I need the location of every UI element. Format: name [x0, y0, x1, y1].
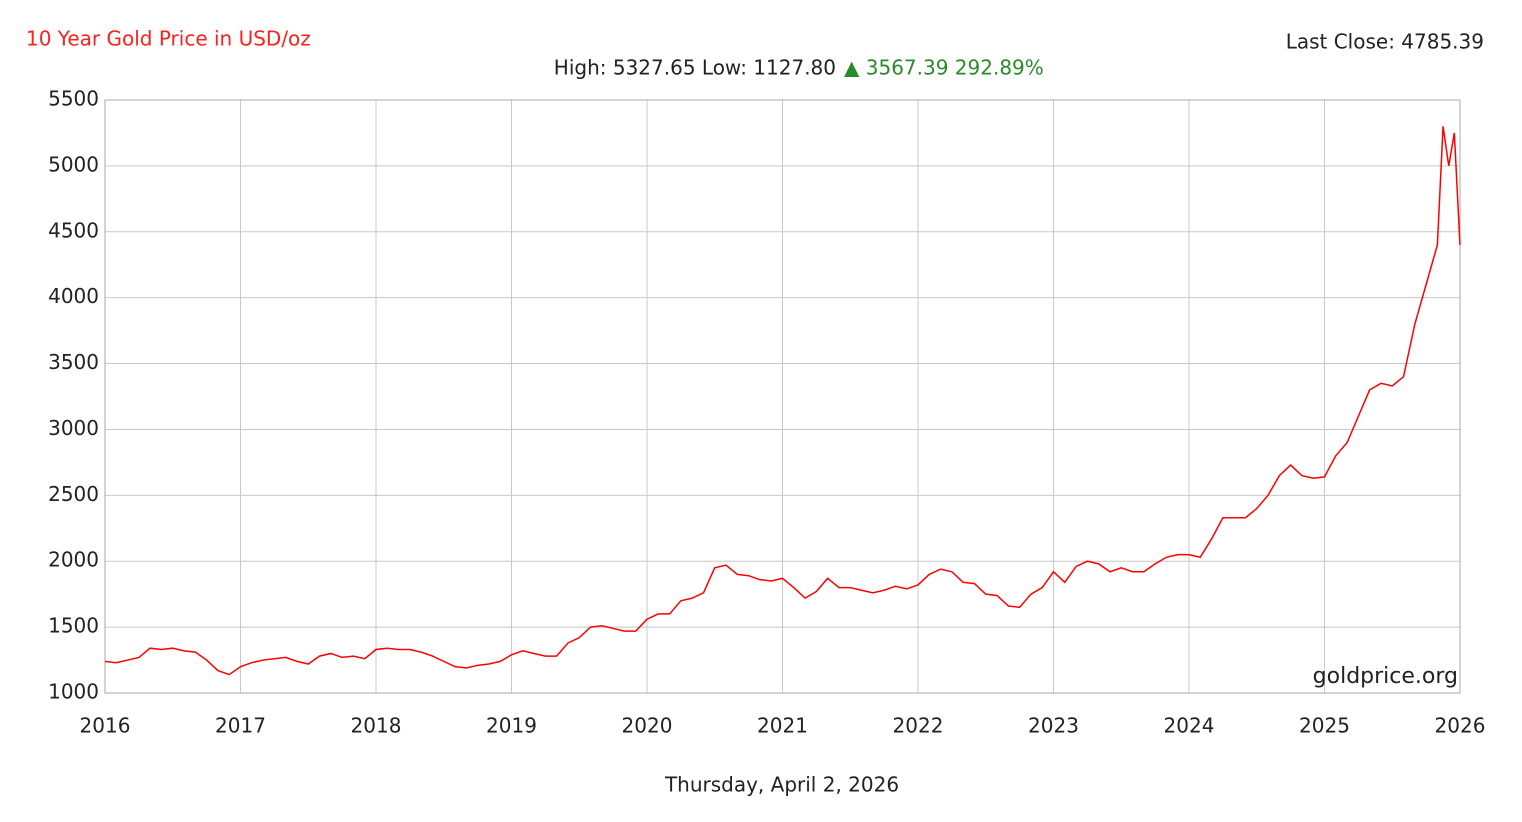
- y-tick-label: 5500: [48, 87, 99, 111]
- y-tick-label: 3500: [48, 350, 99, 374]
- y-tick-label: 2500: [48, 482, 99, 506]
- y-tick-label: 2000: [48, 548, 99, 572]
- price-line: [104, 126, 1461, 676]
- x-tick-label: 2021: [757, 714, 808, 738]
- x-tick-label: 2018: [351, 714, 402, 738]
- y-tick-label: 4500: [48, 218, 99, 242]
- y-tick-label: 5000: [48, 152, 99, 176]
- y-tick-label: 1000: [48, 680, 99, 704]
- y-tick-label: 3000: [48, 416, 99, 440]
- y-tick-label: 4000: [48, 284, 99, 308]
- x-tick-label: 2016: [80, 714, 131, 738]
- x-tick-label: 2023: [1028, 714, 1079, 738]
- change: ▲ 3567.39 292.89%: [844, 56, 1044, 80]
- watermark: goldprice.org: [1313, 664, 1458, 689]
- x-tick-label: 2020: [622, 714, 673, 738]
- x-tick-label: 2022: [893, 714, 944, 738]
- y-tick-label: 1500: [48, 614, 99, 638]
- x-tick-label: 2026: [1435, 714, 1486, 738]
- x-tick-label: 2019: [486, 714, 537, 738]
- x-tick-label: 2024: [1164, 714, 1215, 738]
- chart-title: 10 Year Gold Price in USD/oz: [26, 27, 311, 51]
- x-tick-label: 2017: [215, 714, 266, 738]
- last-close: Last Close: 4785.39: [1286, 30, 1484, 54]
- subtitle: High: 5327.65 Low: 1127.80: [554, 56, 836, 80]
- plot-border: [104, 99, 1461, 694]
- date: Thursday, April 2, 2026: [664, 773, 899, 797]
- x-tick-label: 2025: [1299, 714, 1350, 738]
